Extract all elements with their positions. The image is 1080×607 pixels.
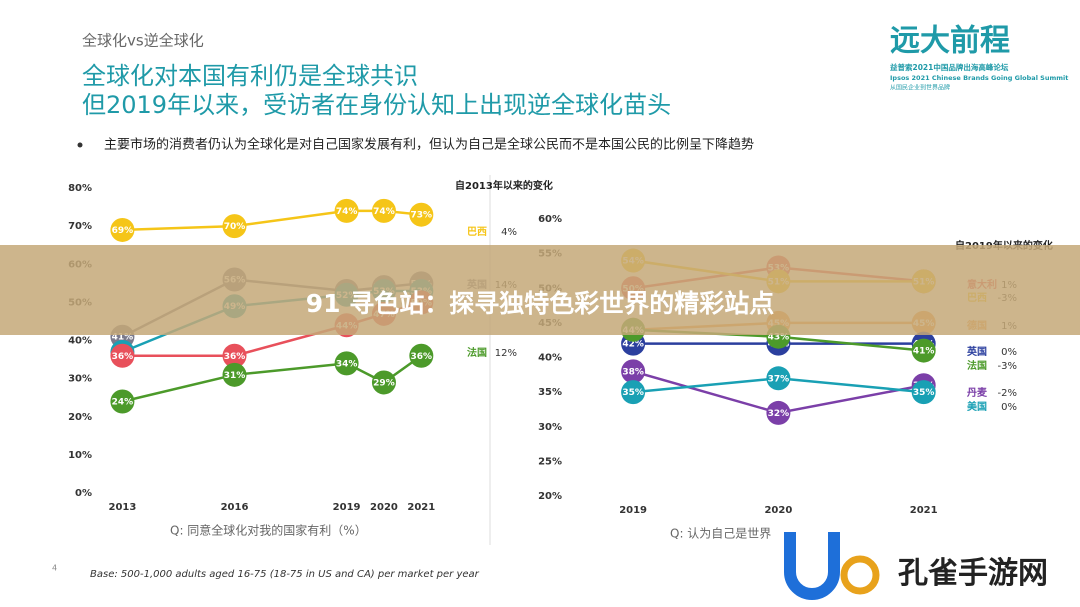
data-point [911, 380, 936, 405]
legend-change: -2% [998, 388, 1017, 399]
y-tick-label: 60% [538, 214, 562, 225]
data-label: 41% [112, 333, 134, 343]
data-point [371, 370, 396, 395]
title: 全球化对本国有利仍是全球共识 [82, 62, 418, 90]
data-point [621, 359, 646, 384]
legend-change: 4% [501, 227, 517, 238]
legend-change: 12% [495, 348, 517, 359]
x-tick-label: 2021 [407, 502, 435, 513]
y-tick-label: 40% [538, 353, 562, 364]
legend-change: -3% [998, 361, 1017, 372]
data-point [110, 217, 135, 242]
data-label: 34% [336, 359, 358, 369]
logo-text: 益普索2021中国品牌出海高峰论坛 [890, 62, 1009, 72]
data-point [110, 343, 135, 368]
legend-label: 英国 [966, 345, 987, 358]
logo-name: 远大前程 [890, 24, 1010, 59]
data-point [766, 366, 791, 391]
watermark-icon [840, 555, 880, 595]
x-tick-label: 2016 [221, 502, 249, 513]
data-point [334, 198, 359, 223]
legend-label: 法国 [467, 346, 487, 359]
data-label: 31% [224, 371, 246, 381]
data-label: 36% [411, 352, 433, 362]
data-label: 37% [768, 374, 790, 384]
data-point [222, 214, 247, 239]
y-tick-label: 25% [538, 456, 562, 467]
legend-title: 自2013年以来的变化 [455, 179, 553, 192]
page-number: 4 [52, 564, 57, 573]
data-point [409, 343, 434, 368]
logo-text: 从国民企业到世界品牌 [890, 84, 950, 92]
y-tick-label: 20% [68, 412, 92, 423]
data-point [911, 338, 936, 363]
data-label: 36% [224, 352, 246, 362]
section-label: 全球化vs逆全球化 [82, 32, 204, 50]
footnote: Base: 500-1,000 adults aged 16-75 (18-75… [90, 569, 480, 580]
data-label: 35% [622, 388, 644, 398]
data-point [371, 198, 396, 223]
bullet-dot [77, 142, 83, 148]
legend-label: 美国 [967, 400, 987, 413]
legend-label: 丹麦 [967, 386, 988, 399]
y-tick-label: 0% [75, 488, 92, 499]
y-tick-label: 10% [68, 450, 92, 461]
data-label: 32% [768, 409, 790, 419]
x-tick-label: 2020 [764, 505, 792, 516]
legend-label: 法国 [967, 359, 987, 372]
data-point [334, 351, 359, 376]
watermark-text: 孔雀手游网 [898, 556, 1048, 591]
data-label: 69% [112, 226, 134, 236]
y-tick-label: 30% [538, 422, 562, 433]
banner-band [0, 245, 1080, 335]
bullet-text: 主要市场的消费者仍认为全球化是对自己国家发展有利，但认为自己是全球公民而不是本国… [104, 137, 754, 153]
x-tick-label: 2013 [108, 502, 136, 513]
legend-change: 0% [1001, 402, 1017, 413]
data-label: 42% [622, 340, 644, 350]
y-tick-label: 40% [68, 336, 92, 347]
legend-label: 巴西 [467, 226, 487, 238]
y-tick-label: 20% [538, 491, 562, 502]
banner-text: 91 寻色站：探寻独特色彩世界的精彩站点 [306, 289, 775, 318]
data-label: 74% [373, 207, 395, 217]
data-label: 24% [112, 398, 134, 408]
question: Q: 同意全球化对我的国家有利（%） [170, 523, 367, 538]
x-tick-label: 2019 [619, 505, 647, 516]
y-tick-label: 80% [68, 183, 92, 194]
data-label: 35% [913, 388, 935, 398]
data-label: 70% [224, 222, 246, 232]
x-tick-label: 2021 [910, 505, 938, 516]
data-label: 74% [336, 207, 358, 217]
x-tick-label: 2019 [333, 502, 361, 513]
y-tick-label: 35% [538, 387, 562, 398]
data-point [621, 380, 646, 405]
watermark-icon [784, 532, 840, 600]
data-point [222, 362, 247, 387]
data-label: 36% [112, 352, 134, 362]
y-tick-label: 70% [68, 221, 92, 232]
data-point [110, 389, 135, 414]
data-label: 41% [913, 347, 935, 357]
data-label: 73% [411, 211, 433, 221]
data-point [766, 400, 791, 425]
title: 但2019年以来，受访者在身份认知上出现逆全球化苗头 [82, 91, 671, 119]
data-label: 43% [768, 333, 790, 343]
x-tick-label: 2020 [370, 502, 398, 513]
legend-change: 0% [1001, 347, 1017, 358]
question: Q: 认为自己是世界 [670, 527, 771, 541]
data-label: 29% [373, 378, 395, 388]
data-point [409, 202, 434, 227]
logo-text: Ipsos 2021 Chinese Brands Going Global S… [890, 74, 1068, 82]
data-label: 38% [622, 367, 644, 377]
data-point [222, 343, 247, 368]
y-tick-label: 30% [68, 374, 92, 385]
